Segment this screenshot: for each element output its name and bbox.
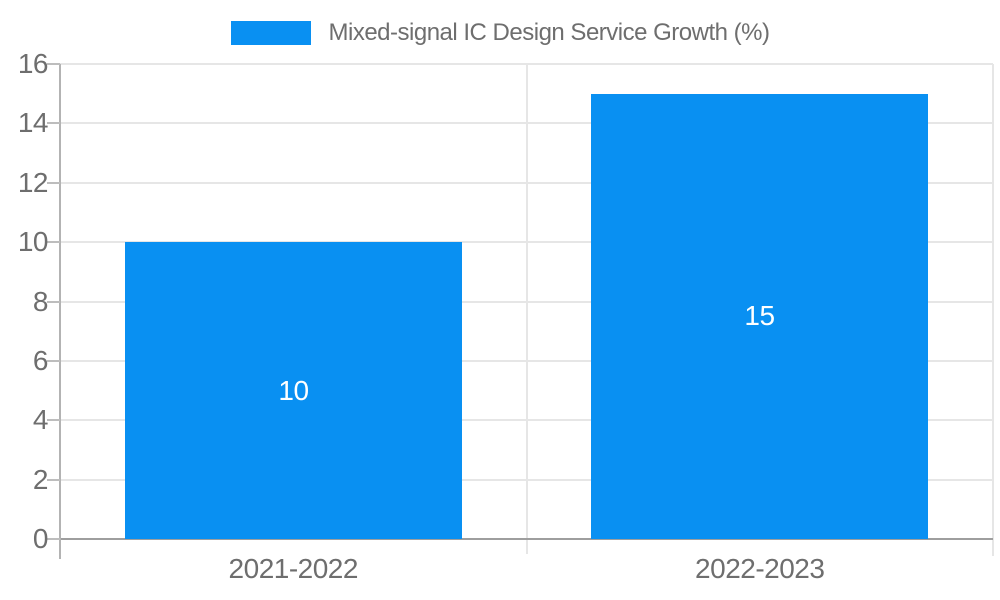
x-axis-baseline [60,538,993,540]
y-tick-mark [47,478,60,481]
bar-2022-2023[interactable] [591,93,928,539]
y-axis-tick-label: 8 [32,285,49,317]
x-axis-category-label: 2021-2022 [228,553,359,584]
plot-right-border [992,64,994,556]
y-tick-mark [47,122,60,125]
legend-label: Mixed-signal IC Design Service Growth (%… [328,19,770,46]
y-tick-mark [47,300,60,303]
bar-2021-2022[interactable] [125,242,462,539]
y-axis-tick-label: 2 [32,463,49,495]
legend-swatch [230,21,311,45]
y-tick-mark [47,538,60,540]
y-axis-tick-label: 14 [17,107,49,139]
y-axis-tick-label: 12 [17,166,49,198]
y-tick-mark [47,181,60,184]
y-axis-tick-label: 0 [32,523,49,554]
y-tick-mark [47,63,60,65]
y-tick-mark [47,359,60,362]
y-axis-tick-label: 4 [32,404,49,436]
y-axis-tick-label: 16 [17,48,49,79]
y-tick-mark [47,419,60,422]
category-separator [525,64,528,554]
y-axis-tick-label: 6 [32,344,49,376]
x-axis-category-label: 2022-2023 [695,553,825,584]
y-axis-tick-label: 10 [17,226,49,258]
legend: Mixed-signal IC Design Service Growth (%… [0,19,1000,47]
y-axis-line [59,64,61,559]
y-tick-mark [47,241,60,244]
